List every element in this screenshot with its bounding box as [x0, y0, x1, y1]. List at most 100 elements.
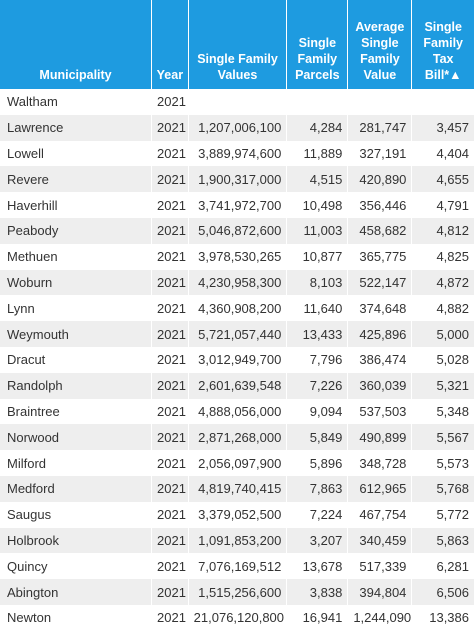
table-row: Saugus 2021 3,379,052,500 7,224 467,754 5,772 [0, 501, 474, 528]
cell-single-family-tax-bill: 13,386 [411, 604, 474, 631]
cell-single-family-parcels: 13,678 [286, 553, 349, 580]
cell-year: 2021 [151, 89, 189, 115]
cell-average-single-family-value: 467,754 [347, 501, 413, 528]
cell-single-family-parcels: 7,224 [286, 501, 349, 528]
cell-single-family-values: 2,601,639,548 [188, 372, 288, 399]
cell-municipality: Quincy [0, 553, 153, 580]
cell-municipality: Medford [0, 475, 153, 502]
cell-average-single-family-value: 340,459 [347, 527, 413, 554]
cell-single-family-parcels: 9,094 [286, 398, 349, 425]
header-single-family-tax-bill[interactable]: Single Family Tax Bill*▲ [411, 0, 474, 89]
table-row: Braintree 2021 4,888,056,000 9,094 537,503 5,… [0, 398, 474, 425]
cell-single-family-values: 5,046,872,600 [188, 217, 288, 244]
cell-municipality: Dracut [0, 346, 153, 373]
cell-single-family-values: 5,721,057,440 [188, 321, 288, 347]
cell-single-family-values: 3,012,949,700 [188, 346, 288, 373]
cell-average-single-family-value: 394,804 [347, 579, 413, 605]
cell-average-single-family-value: 537,503 [347, 398, 413, 425]
cell-single-family-tax-bill [411, 89, 474, 115]
cell-year: 2021 [151, 295, 189, 322]
table-row: Norwood 2021 2,871,268,000 5,849 490,899 5,56… [0, 424, 474, 451]
cell-year: 2021 [151, 217, 189, 244]
cell-single-family-values [188, 89, 288, 115]
cell-single-family-parcels: 5,849 [286, 424, 349, 451]
cell-municipality: Revere [0, 166, 153, 193]
cell-year: 2021 [151, 243, 189, 270]
cell-single-family-tax-bill: 5,768 [411, 475, 474, 502]
cell-average-single-family-value: 356,446 [347, 192, 413, 218]
cell-single-family-parcels: 3,207 [286, 527, 349, 554]
cell-single-family-parcels: 11,889 [286, 140, 349, 167]
cell-single-family-tax-bill: 5,567 [411, 424, 474, 451]
table-row: Quincy 2021 7,076,169,512 13,678 517,339 6,28… [0, 553, 474, 580]
cell-municipality: Woburn [0, 269, 153, 296]
cell-year: 2021 [151, 114, 189, 141]
cell-average-single-family-value: 360,039 [347, 372, 413, 399]
table-row: Lynn 2021 4,360,908,200 11,640 374,648 4,882 [0, 295, 474, 322]
cell-municipality: Waltham [0, 89, 153, 115]
cell-single-family-tax-bill: 5,028 [411, 346, 474, 373]
cell-municipality: Weymouth [0, 321, 153, 347]
cell-year: 2021 [151, 450, 189, 476]
cell-single-family-tax-bill: 5,863 [411, 527, 474, 554]
cell-municipality: Lawrence [0, 114, 153, 141]
table-row: Methuen 2021 3,978,530,265 10,877 365,775 4,8… [0, 243, 474, 270]
cell-year: 2021 [151, 501, 189, 528]
header-single-family-parcels[interactable]: Single Family Parcels [286, 0, 349, 89]
cell-year: 2021 [151, 553, 189, 580]
cell-single-family-parcels: 8,103 [286, 269, 349, 296]
header-average-single-family-value[interactable]: Average Single Family Value [347, 0, 413, 89]
table-row: Waltham 2021 [0, 89, 474, 115]
cell-municipality: Norwood [0, 424, 153, 451]
header-municipality[interactable]: Municipality [0, 0, 153, 89]
table-row: Haverhill 2021 3,741,972,700 10,498 356,446 4… [0, 192, 474, 218]
cell-single-family-values: 4,819,740,415 [188, 475, 288, 502]
cell-single-family-values: 4,230,958,300 [188, 269, 288, 296]
table-row: Revere 2021 1,900,317,000 4,515 420,890 4,655 [0, 166, 474, 193]
cell-municipality: Methuen [0, 243, 153, 270]
table-header: Municipality Year Single Family Values S… [0, 0, 474, 89]
cell-municipality: Peabody [0, 217, 153, 244]
cell-year: 2021 [151, 604, 189, 631]
cell-average-single-family-value: 517,339 [347, 553, 413, 580]
cell-single-family-values: 4,888,056,000 [188, 398, 288, 425]
cell-year: 2021 [151, 372, 189, 399]
cell-single-family-values: 21,076,120,800 [188, 604, 288, 631]
cell-average-single-family-value: 490,899 [347, 424, 413, 451]
header-row: Municipality Year Single Family Values S… [0, 0, 474, 89]
cell-single-family-values: 3,379,052,500 [188, 501, 288, 528]
cell-municipality: Haverhill [0, 192, 153, 218]
cell-year: 2021 [151, 475, 189, 502]
cell-single-family-parcels: 11,003 [286, 217, 349, 244]
header-year[interactable]: Year [151, 0, 189, 89]
cell-average-single-family-value: 1,244,090 [347, 604, 413, 631]
cell-average-single-family-value: 281,747 [347, 114, 413, 141]
cell-single-family-tax-bill: 5,321 [411, 372, 474, 399]
cell-average-single-family-value: 374,648 [347, 295, 413, 322]
cell-single-family-values: 3,741,972,700 [188, 192, 288, 218]
table-row: Holbrook 2021 1,091,853,200 3,207 340,459 5,8… [0, 527, 474, 554]
cell-single-family-tax-bill: 4,812 [411, 217, 474, 244]
cell-single-family-tax-bill: 4,404 [411, 140, 474, 167]
cell-average-single-family-value: 327,191 [347, 140, 413, 167]
cell-single-family-tax-bill: 4,655 [411, 166, 474, 193]
cell-single-family-values: 1,091,853,200 [188, 527, 288, 554]
cell-single-family-parcels: 4,515 [286, 166, 349, 193]
table-body: Waltham 2021 Lawrence 2021 1,207,006,100 4,28… [0, 89, 474, 631]
header-single-family-values[interactable]: Single Family Values [188, 0, 288, 89]
table-row: Dracut 2021 3,012,949,700 7,796 386,474 5,028 [0, 346, 474, 373]
cell-year: 2021 [151, 166, 189, 193]
cell-year: 2021 [151, 321, 189, 347]
table-row: Randolph 2021 2,601,639,548 7,226 360,039 5,3… [0, 372, 474, 399]
cell-municipality: Randolph [0, 372, 153, 399]
table-row: Weymouth 2021 5,721,057,440 13,433 425,896 5,… [0, 321, 474, 347]
cell-single-family-parcels: 7,863 [286, 475, 349, 502]
cell-single-family-tax-bill: 6,281 [411, 553, 474, 580]
cell-average-single-family-value: 420,890 [347, 166, 413, 193]
cell-year: 2021 [151, 527, 189, 554]
cell-municipality: Abington [0, 579, 153, 605]
table-row: Newton 2021 21,076,120,800 16,941 1,244,090 1… [0, 604, 474, 631]
cell-single-family-parcels: 13,433 [286, 321, 349, 347]
cell-average-single-family-value: 458,682 [347, 217, 413, 244]
cell-single-family-values: 3,978,530,265 [188, 243, 288, 270]
